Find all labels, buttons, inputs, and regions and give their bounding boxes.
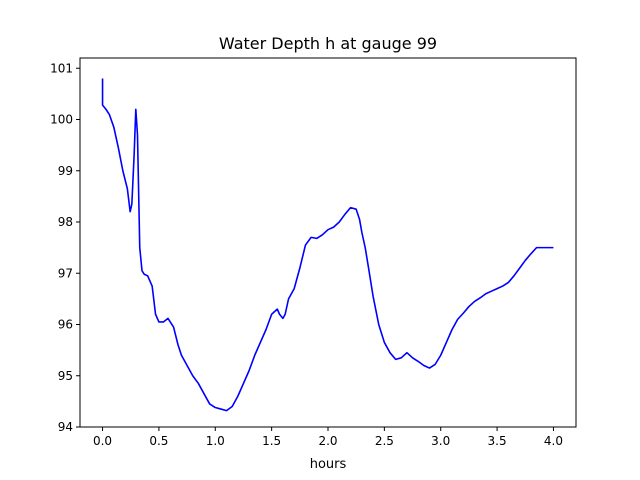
y-tick-label: 99 [58,164,73,178]
x-tick-label: 1.0 [206,434,225,448]
x-tick-label: 0.5 [149,434,168,448]
y-tick-label: 100 [50,113,73,127]
y-tick-label: 95 [58,369,73,383]
x-tick-label: 4.0 [544,434,563,448]
x-tick-label: 2.0 [318,434,337,448]
x-tick-label: 3.5 [488,434,507,448]
y-tick-label: 101 [50,61,73,75]
y-tick-label: 94 [58,420,73,434]
y-tick-label: 96 [58,318,73,332]
x-tick-label: 1.5 [262,434,281,448]
x-axis: 0.0 0.5 1.0 1.5 2.0 2.5 3.0 3.5 4.0 [93,427,563,448]
chart-title: Water Depth h at gauge 99 [219,34,437,53]
y-axis: 94 95 96 97 98 99 100 101 [50,61,80,434]
series-line [101,78,554,412]
plot-area [101,78,554,412]
x-axis-label: hours [310,457,347,472]
y-tick-label: 97 [58,266,73,280]
x-tick-label: 3.0 [431,434,450,448]
plot-frame [79,57,577,428]
y-tick-label: 98 [58,215,73,229]
x-tick-label: 0.0 [93,434,112,448]
x-tick-label: 2.5 [375,434,394,448]
